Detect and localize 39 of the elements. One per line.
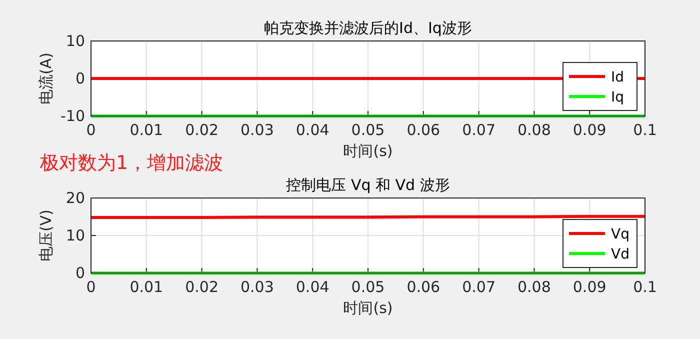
y-axis-title: 电压(V) bbox=[37, 210, 55, 262]
text: 极对数为1，增加滤波 bbox=[39, 152, 224, 174]
y-tick-label: -10 bbox=[60, 107, 85, 125]
x-tick-label: 0.02 bbox=[185, 121, 219, 139]
y-tick-label: 10 bbox=[66, 226, 85, 244]
x-tick-label: 0.03 bbox=[240, 121, 274, 139]
x-tick-label: 0.1 bbox=[633, 121, 657, 139]
y-tick-label: 0 bbox=[75, 264, 85, 282]
x-tick-label: 0.06 bbox=[406, 121, 440, 139]
x-tick-label: 0.08 bbox=[517, 121, 551, 139]
legend-label: Iq bbox=[611, 90, 624, 106]
x-tick-label: 0.07 bbox=[462, 278, 496, 296]
y-tick-label: 0 bbox=[75, 70, 85, 88]
x-tick-label: 0 bbox=[86, 121, 96, 139]
chart-title: 帕克变换并滤波后的Id、Iq波形 bbox=[264, 19, 472, 37]
x-tick-label: 0.08 bbox=[517, 278, 551, 296]
x-axis-title: 时间(s) bbox=[343, 142, 393, 160]
x-axis-title: 时间(s) bbox=[343, 299, 393, 317]
x-tick-label: 0.03 bbox=[240, 278, 274, 296]
x-tick-label: 0.1 bbox=[633, 278, 657, 296]
x-tick-label: 0.04 bbox=[296, 278, 330, 296]
x-tick-label: 0.05 bbox=[351, 278, 385, 296]
y-tick-label: 20 bbox=[66, 189, 85, 207]
legend-label: Vd bbox=[611, 246, 630, 262]
x-tick-label: 0.09 bbox=[572, 278, 606, 296]
legend-label: Id bbox=[611, 70, 624, 86]
legend-label: Vq bbox=[611, 226, 630, 242]
x-tick-label: 0.05 bbox=[351, 121, 385, 139]
chart-title: 控制电压 Vq 和 Vd 波形 bbox=[286, 176, 450, 194]
x-tick-label: 0.02 bbox=[185, 278, 219, 296]
x-tick-label: 0.01 bbox=[130, 121, 164, 139]
x-tick-label: 0.04 bbox=[296, 121, 330, 139]
y-axis-title: 电流(A) bbox=[37, 52, 55, 104]
x-tick-label: 0 bbox=[86, 278, 96, 296]
x-tick-label: 0.06 bbox=[406, 278, 440, 296]
x-tick-label: 0.07 bbox=[462, 121, 496, 139]
x-tick-label: 0.09 bbox=[572, 121, 606, 139]
x-tick-label: 0.01 bbox=[130, 278, 164, 296]
y-tick-label: 10 bbox=[66, 32, 85, 50]
